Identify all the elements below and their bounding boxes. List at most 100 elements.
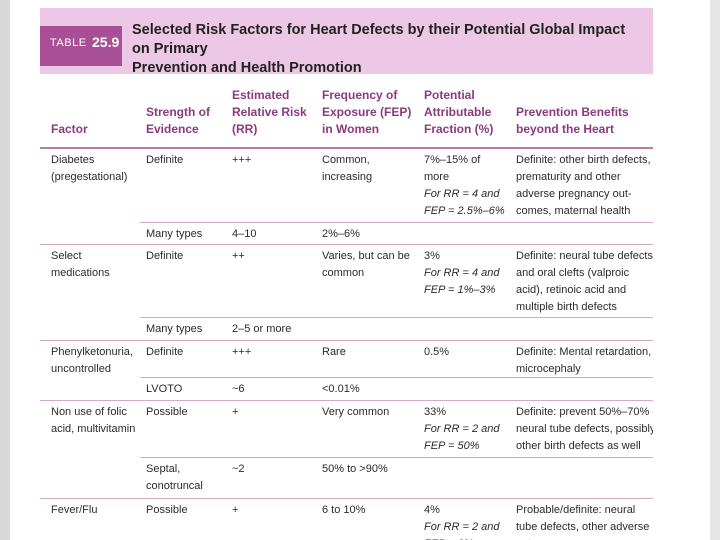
table-number: 25.9: [92, 34, 120, 50]
cell-line: Fever/Flu: [51, 504, 98, 516]
column-header-line: Potential: [424, 88, 475, 102]
cell-line: 2%–6%: [322, 228, 360, 240]
cell-line: other birth defects as well: [516, 440, 641, 452]
cell-line: LVOTO: [146, 383, 183, 395]
cell-line: Common,: [322, 154, 370, 166]
table-cell-benefits: Definite: prevent 50%–70% of neural tube …: [516, 404, 653, 455]
left-margin-bar: [0, 0, 10, 540]
cell-line: Definite: Mental retardation,: [516, 346, 652, 358]
table-cell-fep: <0.01%: [322, 381, 360, 398]
table-cell-rr: 2–5 or more: [232, 321, 291, 338]
cell-line: comes, maternal health: [516, 205, 631, 217]
cell-line: 50% to >90%: [322, 463, 388, 475]
cell-line: Definite: [146, 154, 184, 166]
cell-line: 0.5%: [424, 346, 450, 358]
cell-line: Definite: [146, 346, 184, 358]
cell-line: Many types: [146, 323, 203, 335]
cell-line: +: [232, 406, 239, 418]
table-cell-factor: Fever/Flu: [51, 502, 97, 519]
table-cell-rr: +++: [232, 152, 251, 169]
cell-line: increasing: [322, 171, 373, 183]
table-cell-rr: ~2: [232, 461, 245, 478]
cell-line: ++: [232, 250, 245, 262]
column-header-line: in Women: [322, 122, 380, 136]
header-rule: [40, 147, 653, 149]
cell-line: Very common: [322, 406, 390, 418]
table-cell-strength: Possible: [146, 404, 188, 421]
table-cell-paf: 7%–15% of more For RR = 4 and FEP = 2.5%–6%: [424, 152, 505, 220]
cell-line: Possible: [146, 406, 188, 418]
subrow-divider: [140, 317, 653, 318]
table-cell-rr: ~6: [232, 381, 245, 398]
cell-line: For RR = 4 and: [424, 188, 500, 200]
table-cell-fep: Rare: [322, 344, 346, 361]
cell-line: adverse pregnancy out-: [516, 188, 632, 200]
table-cell-benefits: Probable/definite: neural tube defects, o…: [516, 502, 649, 540]
table-cell-factor: Non use of folic acid, multivitamin: [51, 404, 135, 438]
column-header-line: beyond the Heart: [516, 122, 615, 136]
column-header-line: Frequency of: [322, 88, 398, 102]
cell-line: 3%: [424, 250, 440, 262]
cell-line: tube defects, other adverse: [516, 521, 650, 533]
table-cell-paf: 3% For RR = 4 and FEP = 1%–3%: [424, 248, 500, 299]
cell-line: +++: [232, 154, 252, 166]
table-cell-strength: Many types: [146, 226, 202, 243]
cell-line: Definite: other birth defects,: [516, 154, 651, 166]
table-number-tag: TABLE 25.9: [40, 26, 122, 66]
cell-line: prematurity and other: [516, 171, 621, 183]
cell-line: FEP = 50%: [424, 440, 480, 452]
cell-line: +++: [232, 346, 252, 358]
table-cell-fep: Very common: [322, 404, 389, 421]
cell-line: acid, multivitamin: [51, 423, 136, 435]
row-divider: [40, 244, 653, 245]
cell-line: microcephaly: [516, 363, 581, 375]
column-header-benefits: Prevention Benefits beyond the Heart: [516, 104, 629, 138]
right-margin-bar: [710, 0, 720, 540]
column-header-line: Evidence: [146, 122, 199, 136]
cell-line: Non use of folic: [51, 406, 127, 418]
table-title-line-2: Prevention and Health Promotion: [132, 60, 362, 76]
cell-line: common: [322, 267, 365, 279]
column-header-factor: Factor: [51, 121, 88, 138]
cell-line: FEP = 1%–3%: [424, 284, 496, 296]
table-cell-factor: Phenylketonuria, uncontrolled: [51, 344, 133, 378]
column-header-line: (RR): [232, 122, 258, 136]
table-cell-fep: 2%–6%: [322, 226, 360, 243]
cell-line: ~2: [232, 463, 245, 475]
table-cell-fep: Varies, but can be common: [322, 248, 410, 282]
cell-line: Diabetes: [51, 154, 95, 166]
column-header-line: Exposure (FEP): [322, 105, 412, 119]
cell-line: 4%: [424, 504, 440, 516]
cell-line: Phenylketonuria,: [51, 346, 133, 358]
table-cell-strength: Many types: [146, 321, 202, 338]
cell-line: For RR = 2 and: [424, 423, 500, 435]
cell-line: 6 to 10%: [322, 504, 366, 516]
cell-line: outcomes: [516, 536, 649, 540]
cell-line: Septal,: [146, 463, 181, 475]
row-divider: [40, 400, 653, 401]
column-header-line: Fraction (%): [424, 122, 494, 136]
cell-line: Rare: [322, 346, 346, 358]
cell-line: Varies, but can be: [322, 250, 410, 262]
column-header-line: Prevention Benefits: [516, 105, 629, 119]
cell-line: FEP = 2.5%–6%: [424, 205, 505, 217]
table-cell-benefits: Definite: neural tube defects and oral cl…: [516, 248, 653, 316]
row-divider: [40, 498, 653, 499]
column-header-line: Factor: [51, 122, 88, 136]
table-cell-paf: 33% For RR = 2 and FEP = 50%: [424, 404, 500, 455]
table-title: Selected Risk Factors for Heart Defects …: [132, 21, 642, 78]
table-label: TABLE: [50, 37, 87, 49]
cell-line: Definite: neural tube defects: [516, 250, 653, 262]
document-page: TABLE 25.9 Selected Risk Factors for Hea…: [40, 8, 653, 540]
subrow-divider: [140, 457, 653, 458]
table-cell-benefits: Definite: other birth defects, prematurit…: [516, 152, 651, 220]
table-cell-rr: +: [232, 404, 238, 421]
column-header-line: Strength of: [146, 105, 210, 119]
column-header-paf: Potential Attributable Fraction (%): [424, 87, 493, 138]
table-cell-fep: 6 to 10%: [322, 502, 365, 519]
column-header-fep: Frequency of Exposure (FEP) in Women: [322, 87, 411, 138]
table-cell-strength: Definite: [146, 152, 183, 169]
cell-line: ~6: [232, 383, 245, 395]
table-cell-strength: LVOTO: [146, 381, 182, 398]
table-header-band: TABLE 25.9 Selected Risk Factors for Hea…: [40, 8, 653, 76]
